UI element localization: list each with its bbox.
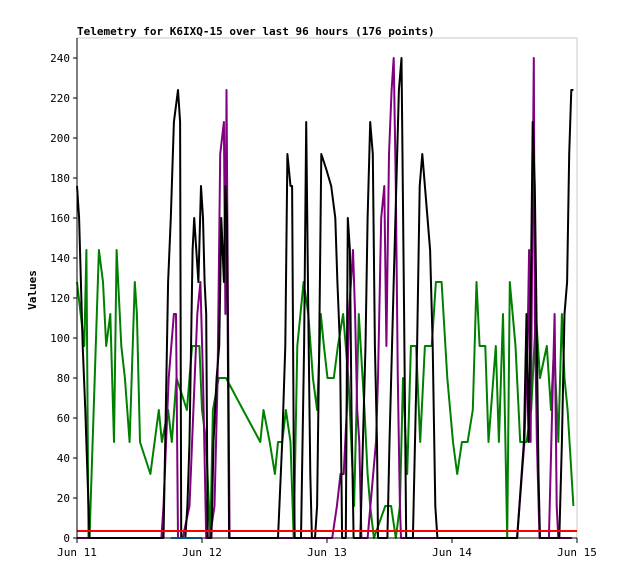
y-tick-label: 220 xyxy=(50,92,70,105)
y-tick-label: 240 xyxy=(50,52,70,65)
y-tick-label: 0 xyxy=(63,532,70,545)
y-tick-label: 20 xyxy=(57,492,70,505)
y-tick-label: 160 xyxy=(50,212,70,225)
y-axis-label: Values xyxy=(26,270,39,310)
x-tick-label: Jun 11 xyxy=(57,546,97,559)
y-tick-label: 100 xyxy=(50,332,70,345)
x-tick-label: Jun 15 xyxy=(557,546,597,559)
y-tick-label: 140 xyxy=(50,252,70,265)
axis-layer: 0 20 40 60 80 100 120 140 160 180 200 220 240 Jun 11 J… xyxy=(50,38,597,559)
series-layer xyxy=(76,57,577,539)
y-tick-label: 80 xyxy=(57,372,70,385)
y-tick-label: 40 xyxy=(57,452,70,465)
x-tick-label: Jun 13 xyxy=(307,546,347,559)
x-tick-label: Jun 12 xyxy=(182,546,222,559)
y-tick-label: 200 xyxy=(50,132,70,145)
series-line-3 xyxy=(76,57,574,539)
x-tick-label: Jun 14 xyxy=(432,546,472,559)
chart-title: Telemetry for K6IXQ-15 over last 96 hour… xyxy=(77,25,435,38)
y-tick-label: 180 xyxy=(50,172,70,185)
y-tick-label: 60 xyxy=(57,412,70,425)
y-tick-label: 120 xyxy=(50,292,70,305)
series-line-1 xyxy=(76,249,575,539)
